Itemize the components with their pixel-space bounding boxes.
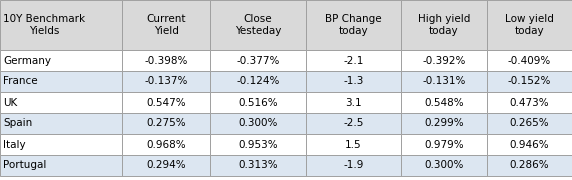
Text: 0.953%: 0.953% — [239, 140, 278, 150]
Bar — [210, 113, 305, 134]
Bar — [210, 155, 305, 176]
Text: -0.137%: -0.137% — [144, 76, 188, 87]
Bar — [210, 92, 305, 113]
Bar — [487, 113, 572, 134]
Bar — [122, 50, 210, 71]
Text: UK: UK — [3, 98, 17, 107]
Bar — [401, 50, 487, 71]
Bar — [210, 71, 305, 92]
Text: -0.152%: -0.152% — [507, 76, 551, 87]
Text: 0.265%: 0.265% — [510, 118, 549, 129]
Text: 0.313%: 0.313% — [239, 161, 278, 170]
Text: 0.299%: 0.299% — [424, 118, 463, 129]
Bar — [305, 71, 401, 92]
Bar — [122, 92, 210, 113]
Bar — [305, 0, 401, 50]
Text: 0.516%: 0.516% — [239, 98, 278, 107]
Text: -0.398%: -0.398% — [144, 55, 188, 66]
Bar — [0, 50, 122, 71]
Text: -0.377%: -0.377% — [236, 55, 280, 66]
Text: Low yield
today: Low yield today — [505, 14, 554, 36]
Text: 10Y Benchmark
Yields: 10Y Benchmark Yields — [3, 14, 85, 36]
Bar — [401, 71, 487, 92]
Text: 1.5: 1.5 — [345, 140, 362, 150]
Bar — [401, 92, 487, 113]
Bar — [487, 71, 572, 92]
Text: 0.300%: 0.300% — [239, 118, 278, 129]
Text: High yield
today: High yield today — [418, 14, 470, 36]
Text: -1.9: -1.9 — [343, 161, 364, 170]
Bar — [305, 92, 401, 113]
Text: -0.131%: -0.131% — [422, 76, 466, 87]
Text: 0.547%: 0.547% — [146, 98, 186, 107]
Text: Close
Yesteday: Close Yesteday — [235, 14, 281, 36]
Bar — [305, 50, 401, 71]
Bar — [0, 155, 122, 176]
Text: Portugal: Portugal — [3, 161, 46, 170]
Text: Spain: Spain — [3, 118, 32, 129]
Bar — [122, 0, 210, 50]
Text: -1.3: -1.3 — [343, 76, 364, 87]
Bar — [487, 155, 572, 176]
Text: -2.1: -2.1 — [343, 55, 364, 66]
Text: 0.294%: 0.294% — [146, 161, 186, 170]
Bar — [122, 113, 210, 134]
Bar — [0, 92, 122, 113]
Bar — [487, 92, 572, 113]
Bar — [210, 0, 305, 50]
Text: 0.968%: 0.968% — [146, 140, 186, 150]
Bar — [0, 134, 122, 155]
Bar — [305, 113, 401, 134]
Text: -0.409%: -0.409% — [507, 55, 551, 66]
Bar — [0, 113, 122, 134]
Bar — [487, 134, 572, 155]
Text: 0.548%: 0.548% — [424, 98, 463, 107]
Text: 0.979%: 0.979% — [424, 140, 463, 150]
Bar — [401, 113, 487, 134]
Bar — [305, 155, 401, 176]
Bar — [0, 0, 122, 50]
Text: Italy: Italy — [3, 140, 26, 150]
Bar — [305, 134, 401, 155]
Bar — [401, 155, 487, 176]
Text: 0.286%: 0.286% — [510, 161, 549, 170]
Text: 0.300%: 0.300% — [424, 161, 463, 170]
Text: 0.473%: 0.473% — [510, 98, 549, 107]
Text: Germany: Germany — [3, 55, 51, 66]
Text: 0.275%: 0.275% — [146, 118, 186, 129]
Text: 0.946%: 0.946% — [510, 140, 549, 150]
Bar — [487, 50, 572, 71]
Text: -2.5: -2.5 — [343, 118, 364, 129]
Text: -0.124%: -0.124% — [236, 76, 280, 87]
Text: BP Change
today: BP Change today — [325, 14, 382, 36]
Bar — [210, 134, 305, 155]
Bar — [210, 50, 305, 71]
Text: Current
Yield: Current Yield — [146, 14, 186, 36]
Bar — [122, 71, 210, 92]
Text: -0.392%: -0.392% — [422, 55, 466, 66]
Bar — [401, 134, 487, 155]
Text: 3.1: 3.1 — [345, 98, 362, 107]
Bar — [122, 155, 210, 176]
Text: France: France — [3, 76, 38, 87]
Bar — [122, 134, 210, 155]
Bar — [0, 71, 122, 92]
Bar — [487, 0, 572, 50]
Bar — [401, 0, 487, 50]
